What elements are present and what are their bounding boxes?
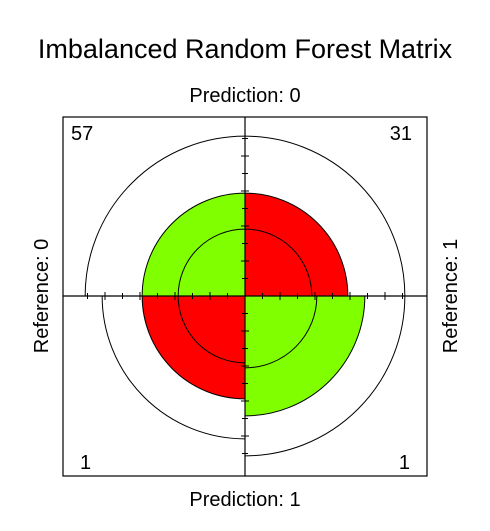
confidence-ring-inner-bottom-right xyxy=(244,295,318,369)
chart-title: Imbalanced Random Forest Matrix xyxy=(38,34,453,64)
confidence-rings xyxy=(84,135,406,457)
plot-frame xyxy=(62,116,428,477)
left-label: Reference: 0 xyxy=(31,239,53,354)
reference-circles xyxy=(177,228,318,369)
quadrant-wedges xyxy=(141,192,366,417)
confidence-ring-inner-top-right xyxy=(244,228,313,297)
right-label: Reference: 1 xyxy=(440,239,462,354)
axis-ticks xyxy=(87,138,403,454)
top-label: Prediction: 0 xyxy=(189,85,300,107)
confidence-ring-inner-top-left xyxy=(177,228,246,297)
cell-label-bottom-left: 1 xyxy=(80,452,91,474)
wedge-bottom-left xyxy=(141,295,246,400)
cell-label-bottom-right: 1 xyxy=(399,452,410,474)
wedge-top-right xyxy=(244,192,349,297)
bottom-label: Prediction: 1 xyxy=(189,489,300,511)
cell-label-top-right: 31 xyxy=(390,123,412,145)
confidence-ring-outer-top-left xyxy=(84,135,246,297)
confidence-ring-inner-bottom-left xyxy=(177,295,246,364)
confidence-ring-outer-bottom-right xyxy=(244,295,406,457)
wedge-top-left xyxy=(141,192,246,297)
confidence-ring-outer-top-right xyxy=(244,135,406,297)
confidence-ring-outer-bottom-left xyxy=(101,295,246,440)
wedge-bottom-right xyxy=(244,295,366,417)
cell-label-top-left: 57 xyxy=(71,123,93,145)
